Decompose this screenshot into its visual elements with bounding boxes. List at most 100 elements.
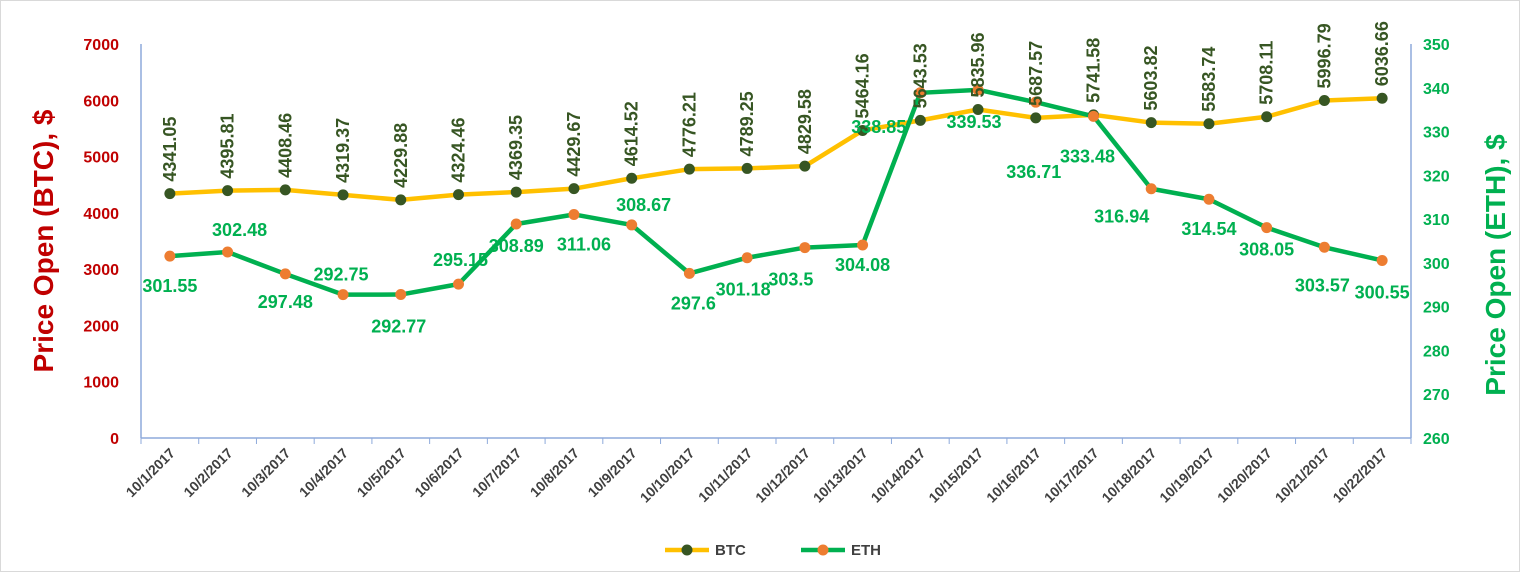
data-label-btc: 4614.52	[622, 101, 642, 166]
y-right-tick-label: 300	[1423, 256, 1450, 273]
data-label-btc: 5687.57	[1026, 41, 1046, 106]
x-tick-label: 10/17/2017	[1041, 445, 1102, 506]
data-point-btc	[395, 194, 407, 206]
data-point-eth	[453, 278, 464, 290]
data-point-btc	[857, 124, 869, 136]
data-label-eth: 308.05	[1239, 240, 1294, 260]
x-tick-label: 10/8/2017	[527, 445, 583, 501]
y-right-tick-label: 280	[1423, 343, 1450, 360]
data-label-eth: 302.48	[212, 220, 267, 240]
data-label-eth: 308.67	[616, 195, 671, 215]
data-point-eth	[914, 87, 926, 99]
x-tick-label: 10/3/2017	[238, 445, 294, 501]
data-point-eth	[857, 239, 869, 251]
data-label-eth: 311.06	[557, 234, 611, 254]
data-label-eth: 300.55	[1355, 282, 1410, 302]
data-point-eth	[337, 289, 349, 301]
y-right-tick-label: 320	[1423, 168, 1450, 185]
data-label-eth: 304.08	[835, 255, 890, 275]
data-label-eth: 303.5	[768, 270, 813, 290]
data-label-eth: 314.54	[1181, 219, 1236, 239]
x-tick-label: 10/7/2017	[469, 445, 525, 501]
data-point-eth	[1261, 222, 1273, 234]
data-label-btc: 5741.58	[1084, 38, 1104, 103]
data-label-eth: 297.48	[258, 292, 313, 312]
data-label-btc: 5464.16	[853, 53, 873, 118]
data-point-btc	[279, 184, 291, 196]
x-tick-label: 10/4/2017	[296, 445, 352, 501]
data-point-btc	[222, 185, 234, 197]
data-point-eth	[1088, 110, 1099, 122]
data-point-eth	[1376, 254, 1388, 266]
data-point-btc	[626, 172, 638, 184]
legend-marker-eth	[817, 544, 829, 556]
x-tick-label: 10/16/2017	[983, 445, 1044, 506]
data-label-btc: 4829.58	[795, 89, 815, 154]
x-tick-label: 10/15/2017	[925, 445, 986, 506]
data-label-btc: 4369.35	[506, 115, 526, 180]
x-tick-label: 10/10/2017	[637, 445, 698, 506]
data-label-btc: 4429.67	[564, 112, 584, 177]
y-right-tick-label: 260	[1423, 431, 1450, 448]
data-point-btc	[1318, 94, 1330, 106]
data-label-eth: 316.94	[1094, 207, 1149, 227]
data-point-btc	[568, 183, 580, 195]
x-tick-label: 10/11/2017	[695, 445, 755, 505]
y-left-tick-label: 0	[110, 431, 119, 448]
data-point-btc	[1376, 92, 1388, 104]
data-label-eth: 303.57	[1295, 275, 1350, 295]
y-left-tick-label: 5000	[83, 150, 119, 167]
x-tick-label: 10/14/2017	[868, 445, 929, 506]
x-tick-label: 10/2/2017	[180, 445, 236, 501]
data-point-btc	[1030, 112, 1042, 124]
x-tick-label: 10/6/2017	[411, 445, 467, 501]
data-label-eth: 297.6	[671, 293, 716, 313]
data-point-btc	[510, 186, 522, 198]
x-tick-label: 10/22/2017	[1329, 445, 1390, 506]
data-label-eth: 301.55	[142, 276, 197, 296]
data-point-btc	[914, 114, 926, 126]
y-right-tick-label: 310	[1423, 212, 1450, 229]
y-right-tick-label: 330	[1423, 125, 1450, 142]
y-left-tick-label: 4000	[83, 206, 119, 223]
series-line-btc	[169, 95, 1383, 203]
data-label-eth: 292.75	[314, 265, 369, 285]
data-point-eth	[510, 218, 522, 230]
data-point-eth	[395, 289, 407, 301]
data-label-eth: 338.85	[851, 117, 906, 137]
x-tick-label: 10/12/2017	[752, 445, 813, 506]
data-point-eth	[972, 84, 984, 96]
data-point-eth	[1030, 96, 1042, 108]
data-label-eth: 301.18	[716, 280, 771, 300]
y-right-tick-label: 350	[1423, 37, 1450, 54]
data-point-btc	[1261, 111, 1273, 123]
data-label-eth: 295.15	[433, 250, 488, 270]
data-label-eth: 292.77	[371, 317, 426, 337]
data-label-btc: 4776.21	[679, 92, 699, 157]
x-tick-label: 10/9/2017	[584, 445, 640, 501]
x-tick-label: 10/5/2017	[354, 445, 410, 501]
data-point-btc	[337, 189, 349, 201]
data-label-btc: 4408.46	[275, 113, 295, 178]
data-point-eth	[1203, 193, 1215, 205]
y-left-tick-label: 1000	[83, 375, 119, 392]
data-label-btc: 5603.82	[1141, 46, 1161, 111]
legend: BTC ETH	[665, 542, 881, 559]
data-point-eth	[683, 267, 695, 279]
x-tick-label: 10/13/2017	[810, 445, 871, 506]
y-left-tick-label: 3000	[83, 262, 119, 279]
data-point-eth	[279, 268, 291, 280]
data-point-btc	[164, 188, 176, 200]
data-label-btc: 5996.79	[1314, 23, 1334, 88]
data-point-eth	[626, 219, 638, 231]
data-label-btc: 4324.46	[449, 118, 469, 183]
legend-marker-btc	[681, 544, 693, 556]
data-point-eth	[222, 246, 234, 258]
x-tick-label: 10/20/2017	[1214, 445, 1275, 506]
data-point-eth	[1318, 241, 1330, 253]
legend-label-eth: ETH	[851, 542, 881, 559]
data-point-btc	[972, 104, 984, 116]
data-label-eth: 333.48	[1060, 146, 1115, 166]
